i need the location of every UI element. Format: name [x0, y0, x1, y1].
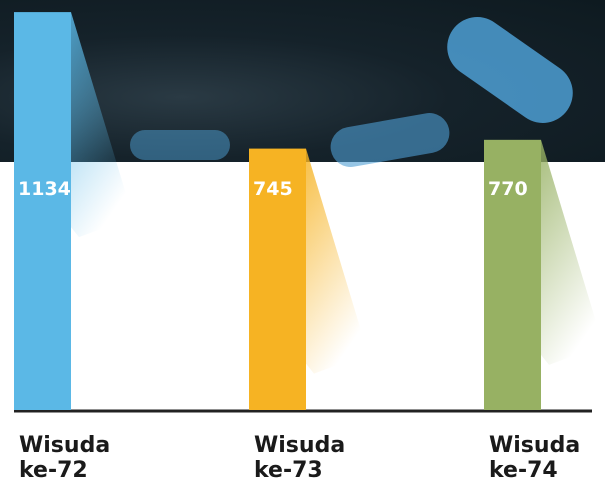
- bar-shadow: [306, 148, 368, 374]
- value-label: 770: [488, 178, 528, 200]
- category-label: Wisuda ke-72: [19, 433, 111, 483]
- value-label: 1134: [18, 178, 71, 200]
- value-label: 745: [253, 178, 293, 200]
- bar: [484, 139, 541, 410]
- bar: [249, 148, 306, 410]
- bar-shadow: [71, 12, 133, 238]
- bar-shadow: [541, 139, 603, 365]
- photo-detail: [130, 130, 230, 160]
- category-label: Wisuda ke-73: [254, 433, 346, 483]
- category-label: Wisuda ke-74: [489, 433, 581, 483]
- bar: [14, 12, 71, 411]
